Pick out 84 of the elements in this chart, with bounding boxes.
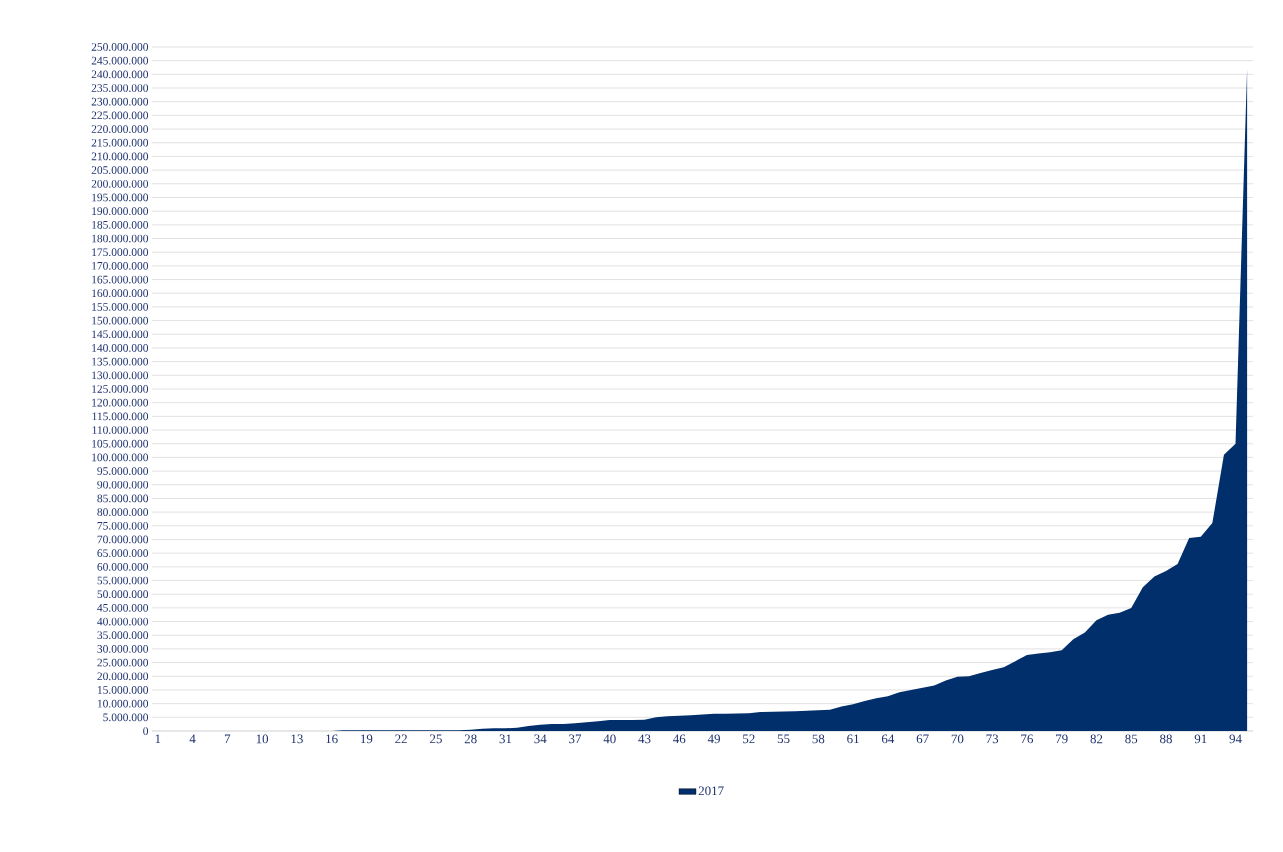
y-tick-label: 240.000.000 — [91, 70, 149, 79]
y-tick-label: 195.000.000 — [92, 193, 149, 202]
x-tick-label: 16 — [326, 734, 338, 744]
y-tick-label: 60.000.000 — [97, 562, 149, 571]
y-tick-label: 80.000.000 — [97, 508, 149, 516]
y-tick-label: 45.000.000 — [97, 604, 149, 612]
x-tick-label: 58 — [812, 734, 825, 744]
y-tick-label: 210.000.000 — [91, 152, 149, 161]
y-tick-label: 85.000.000 — [97, 494, 149, 503]
x-tick-label: 25 — [430, 734, 442, 744]
y-tick-label: 75.000.000 — [97, 521, 149, 530]
x-tick-label: 13 — [291, 734, 303, 744]
y-tick-label: 235.000.000 — [91, 84, 149, 92]
y-tick-label: 180.000.000 — [92, 234, 149, 243]
x-tick-label: 73 — [986, 734, 999, 744]
y-tick-label: 35.000.000 — [97, 631, 149, 640]
y-tick-label: 190.000.000 — [92, 207, 149, 216]
x-tick-label: 19 — [361, 734, 373, 744]
y-tick-label: 40.000.000 — [97, 617, 149, 626]
y-tick-label: 145.000.000 — [92, 330, 149, 339]
x-tick-label: 85 — [1125, 734, 1138, 744]
x-tick-label: 61 — [847, 734, 859, 744]
x-tick-label: 28 — [464, 734, 477, 744]
y-tick-label: 170.000.000 — [92, 261, 149, 270]
y-tick-label: 5.000.000 — [103, 713, 149, 722]
x-tick-label: 76 — [1021, 734, 1034, 744]
x-tick-label: 40 — [603, 734, 616, 744]
x-tick-label: 22 — [395, 734, 407, 744]
y-tick-label: 100.000.000 — [92, 453, 149, 462]
x-tick-label: 46 — [673, 734, 686, 744]
x-tick-label: 4 — [189, 734, 196, 744]
y-tick-label: 205.000.000 — [91, 166, 149, 174]
y-tick-label: 0 — [143, 727, 149, 735]
y-tick-label: 25.000.000 — [97, 658, 149, 667]
y-tick-label: 15.000.000 — [97, 686, 149, 694]
y-tick-label: 120.000.000 — [92, 398, 149, 407]
y-tick-label: 65.000.000 — [97, 549, 149, 558]
y-tick-label: 160.000.000 — [92, 289, 149, 298]
x-tick-label: 64 — [881, 734, 895, 744]
y-tick-label: 250.000.000 — [91, 43, 149, 51]
x-tick-label: 34 — [534, 734, 547, 744]
y-tick-label: 30.000.000 — [97, 645, 149, 653]
y-tick-label: 155.000.000 — [92, 303, 149, 311]
y-tick-label: 175.000.000 — [92, 248, 149, 257]
y-tick-label: 70.000.000 — [97, 535, 149, 544]
x-tick-label: 1 — [155, 734, 161, 744]
legend-label: 2017 — [698, 786, 724, 796]
x-tick-label: 31 — [499, 734, 512, 744]
y-tick-label: 230.000.000 — [91, 97, 149, 106]
y-tick-label: 110.000.000 — [92, 426, 149, 434]
x-tick-label: 10 — [256, 734, 269, 744]
y-tick-label: 150.000.000 — [92, 316, 149, 325]
x-tick-label: 67 — [916, 734, 929, 744]
y-tick-label: 245.000.000 — [91, 56, 149, 65]
y-tick-label: 215.000.000 — [91, 138, 149, 147]
y-tick-label: 200.000.000 — [91, 179, 149, 188]
x-tick-label: 91 — [1194, 734, 1207, 744]
x-tick-label: 94 — [1229, 734, 1242, 744]
x-tick-label: 55 — [777, 734, 790, 744]
y-tick-label: 140.000.000 — [92, 344, 149, 352]
y-tick-label: 90.000.000 — [97, 480, 149, 489]
y-tick-label: 220.000.000 — [91, 125, 149, 133]
y-tick-label: 50.000.000 — [97, 590, 149, 599]
x-tick-label: 88 — [1160, 734, 1172, 744]
y-tick-label: 55.000.000 — [97, 576, 149, 585]
y-tick-label: 105.000.000 — [92, 439, 149, 448]
y-tick-label: 10.000.000 — [97, 699, 149, 708]
x-tick-label: 70 — [951, 734, 964, 744]
x-tick-label: 43 — [638, 734, 651, 744]
x-tick-label: 37 — [569, 734, 582, 744]
y-tick-label: 125.000.000 — [92, 385, 149, 393]
x-tick-label: 79 — [1056, 734, 1068, 744]
y-tick-label: 135.000.000 — [92, 357, 149, 366]
y-tick-label: 165.000.000 — [92, 275, 149, 284]
y-tick-label: 115.000.000 — [92, 412, 149, 421]
x-tick-label: 7 — [224, 734, 231, 743]
x-tick-label: 49 — [707, 734, 720, 744]
x-tick-label: 52 — [743, 734, 755, 744]
y-tick-label: 185.000.000 — [92, 220, 149, 229]
y-tick-label: 130.000.000 — [92, 371, 149, 380]
y-tick-label: 95.000.000 — [97, 467, 149, 475]
y-tick-label: 225.000.000 — [91, 111, 149, 120]
x-tick-label: 82 — [1090, 734, 1103, 744]
y-tick-label: 20.000.000 — [97, 672, 149, 681]
